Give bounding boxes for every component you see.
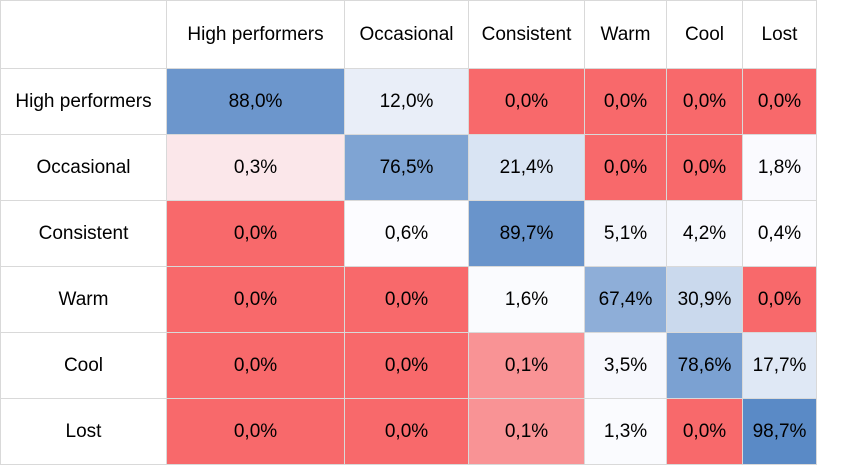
heatmap-cell: 0,0%: [666, 68, 743, 135]
heatmap-cell: 98,7%: [742, 398, 817, 465]
heatmap-cell: 0,0%: [742, 68, 817, 135]
heatmap-cell: 0,0%: [166, 266, 345, 333]
heatmap-cell: 89,7%: [468, 200, 585, 267]
heatmap-cell: 4,2%: [666, 200, 743, 267]
heatmap-cell: 0,3%: [166, 134, 345, 201]
heatmap-cell: 30,9%: [666, 266, 743, 333]
heatmap-cell: 0,0%: [166, 398, 345, 465]
column-header-occasional: Occasional: [344, 0, 469, 69]
column-header-warm: Warm: [584, 0, 667, 69]
heatmap-cell: 0,0%: [166, 200, 345, 267]
heatmap-cell: 0,0%: [584, 68, 667, 135]
table-row: Lost 0,0% 0,0% 0,1% 1,3% 0,0% 98,7%: [0, 398, 817, 465]
heatmap-cell: 5,1%: [584, 200, 667, 267]
heatmap-cell: 0,0%: [584, 134, 667, 201]
heatmap-cell: 21,4%: [468, 134, 585, 201]
header-row: High performers Occasional Consistent Warm C…: [0, 0, 817, 69]
heatmap-cell: 0,6%: [344, 200, 469, 267]
heatmap-cell: 78,6%: [666, 332, 743, 399]
heatmap-cell: 0,0%: [666, 398, 743, 465]
heatmap-cell: 1,3%: [584, 398, 667, 465]
heatmap-cell: 67,4%: [584, 266, 667, 333]
table-row: Cool 0,0% 0,0% 0,1% 3,5% 78,6% 17,7%: [0, 332, 817, 399]
heatmap-cell: 0,0%: [344, 332, 469, 399]
row-header-occasional: Occasional: [0, 134, 167, 201]
heatmap-cell: 0,0%: [666, 134, 743, 201]
heatmap-cell: 1,8%: [742, 134, 817, 201]
heatmap-cell: 0,4%: [742, 200, 817, 267]
heatmap-cell: 88,0%: [166, 68, 345, 135]
row-header-consistent: Consistent: [0, 200, 167, 267]
column-header-lost: Lost: [742, 0, 817, 69]
column-header-consistent: Consistent: [468, 0, 585, 69]
table-row: Warm 0,0% 0,0% 1,6% 67,4% 30,9% 0,0%: [0, 266, 817, 333]
heatmap-cell: 1,6%: [468, 266, 585, 333]
heatmap-cell: 3,5%: [584, 332, 667, 399]
table-row: High performers 88,0% 12,0% 0,0% 0,0% 0,0% 0,0…: [0, 68, 817, 135]
heatmap-cell: 17,7%: [742, 332, 817, 399]
heatmap-cell: 0,0%: [468, 68, 585, 135]
heatmap-cell: 0,1%: [468, 332, 585, 399]
row-header-high-performers: High performers: [0, 68, 167, 135]
heatmap-cell: 0,0%: [742, 266, 817, 333]
table-row: Occasional 0,3% 76,5% 21,4% 0,0% 0,0% 1,8%: [0, 134, 817, 201]
heatmap-cell: 0,0%: [344, 398, 469, 465]
row-header-cool: Cool: [0, 332, 167, 399]
heatmap-table: High performers Occasional Consistent Warm C…: [0, 0, 817, 465]
heatmap-cell: 12,0%: [344, 68, 469, 135]
column-header-cool: Cool: [666, 0, 743, 69]
heatmap-cell: 0,0%: [344, 266, 469, 333]
corner-cell: [0, 0, 167, 69]
heatmap-cell: 76,5%: [344, 134, 469, 201]
heatmap-cell: 0,1%: [468, 398, 585, 465]
heatmap-cell: 0,0%: [166, 332, 345, 399]
table-row: Consistent 0,0% 0,6% 89,7% 5,1% 4,2% 0,4%: [0, 200, 817, 267]
row-header-warm: Warm: [0, 266, 167, 333]
column-header-high-performers: High performers: [166, 0, 345, 69]
row-header-lost: Lost: [0, 398, 167, 465]
